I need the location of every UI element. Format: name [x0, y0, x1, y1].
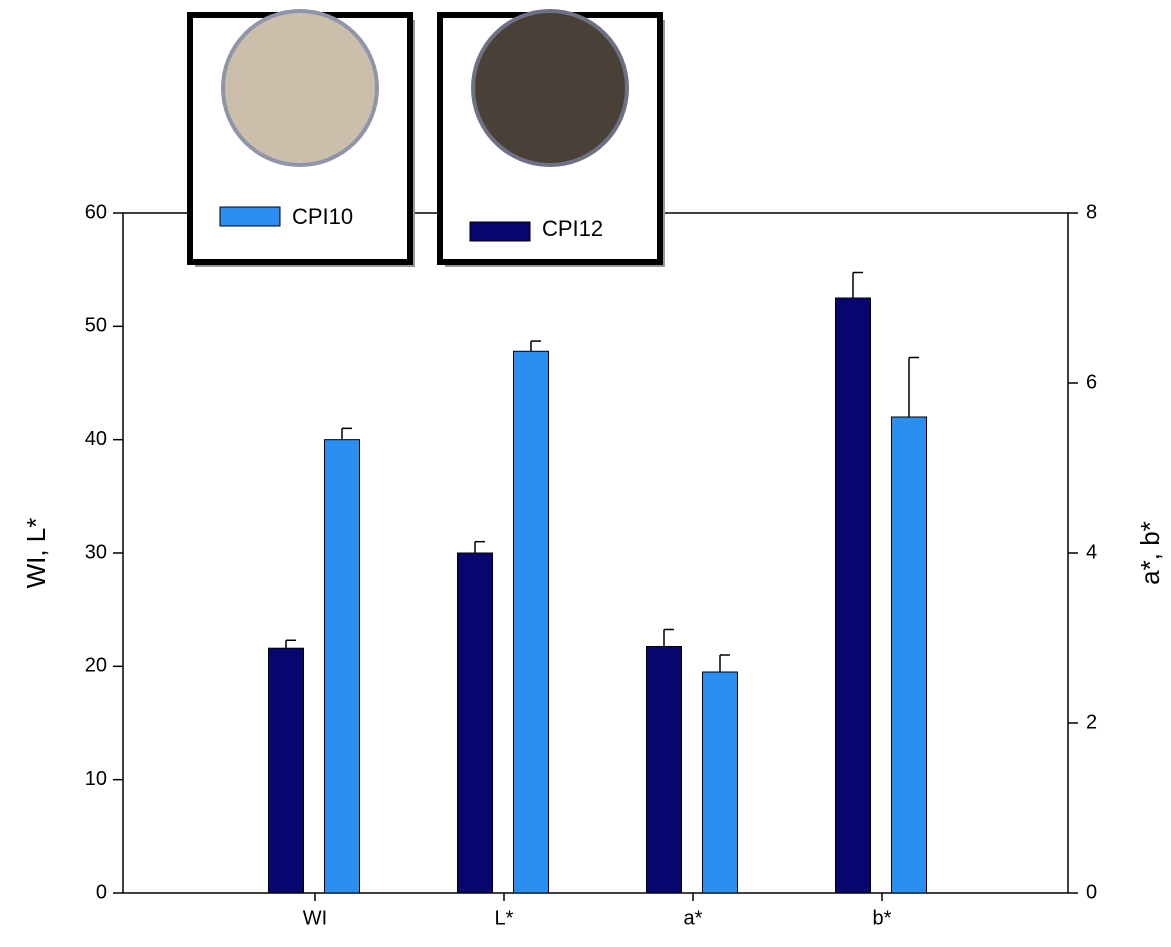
y-tick-label: 50: [85, 315, 107, 337]
legend-swatch: [470, 222, 530, 241]
bar: [836, 298, 871, 893]
y-tick-label: 60: [85, 201, 107, 223]
x-tick-label: WI: [303, 907, 327, 929]
legend-swatch: [220, 207, 280, 226]
bar: [892, 417, 927, 893]
sample-photo: [223, 11, 377, 165]
legend-box: CPI10: [190, 11, 415, 267]
bar: [325, 440, 360, 893]
legend-label: CPI12: [542, 216, 603, 241]
y2-tick-label: 2: [1086, 711, 1097, 733]
sample-photo: [473, 11, 627, 165]
bar: [458, 553, 493, 893]
y2-tick-label: 6: [1086, 371, 1097, 393]
y-axis-title: WI, L*: [21, 518, 51, 589]
x-tick-label: a*: [684, 907, 703, 929]
chart: WI, L* a*, b* 0 10 20 30 40 50 60 0 2 4 6 8 WI L* a* b*…: [0, 0, 1171, 947]
y2-tick-label: 8: [1086, 201, 1097, 223]
y-tick-label: 20: [85, 655, 107, 677]
y-tick-label: 30: [85, 541, 107, 563]
y-tick-label: 40: [85, 428, 107, 450]
bar: [703, 672, 738, 893]
y-tick-label: 0: [96, 881, 107, 903]
bar: [647, 647, 682, 894]
bar: [514, 351, 549, 893]
x-tick-label: L*: [495, 907, 514, 929]
y-tick-label: 10: [85, 768, 107, 790]
legend-label: CPI10: [292, 204, 353, 229]
y2-tick-label: 0: [1086, 881, 1097, 903]
legend-box: CPI12: [440, 11, 665, 267]
x-tick-label: b*: [873, 907, 892, 929]
y2-axis-title: a*, b*: [1135, 521, 1165, 585]
bar: [269, 648, 304, 893]
y2-tick-label: 4: [1086, 541, 1097, 563]
